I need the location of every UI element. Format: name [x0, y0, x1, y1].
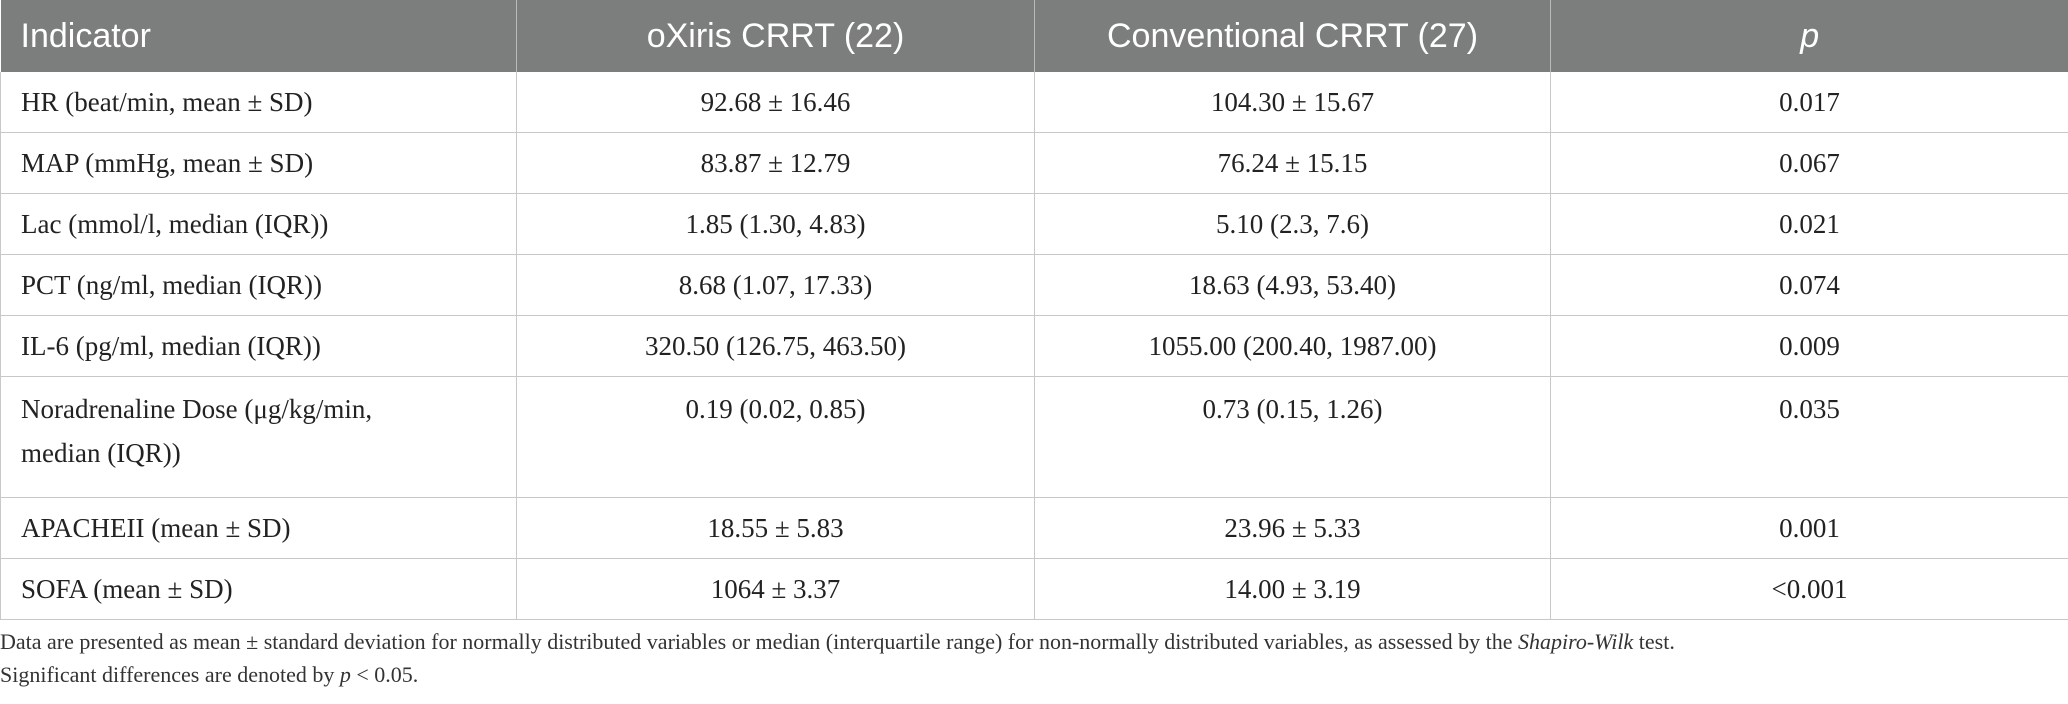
- cell-indicator-line2: median (IQR)): [21, 438, 181, 468]
- table-row: HR (beat/min, mean ± SD) 92.68 ± 16.46 1…: [0, 72, 2068, 133]
- table-row: MAP (mmHg, mean ± SD) 83.87 ± 12.79 76.2…: [0, 132, 2068, 194]
- cell-p: <0.001: [1550, 558, 2068, 620]
- cell-indicator: Lac (mmol/l, median (IQR)): [0, 193, 517, 255]
- cell-p: 0.067: [1550, 132, 2068, 194]
- footnote-text: Significant differences are denoted by: [0, 662, 340, 687]
- footnote-text: < 0.05.: [350, 662, 419, 687]
- footnote-line-2: Significant differences are denoted by p…: [0, 658, 2060, 691]
- table-header: Indicator oXiris CRRT (22) Conventional …: [0, 0, 2068, 72]
- cell-conventional: 18.63 (4.93, 53.40): [1034, 254, 1551, 316]
- cell-conventional: 5.10 (2.3, 7.6): [1034, 193, 1551, 255]
- footnote-text: Data are presented as mean ± standard de…: [0, 629, 1518, 654]
- results-table-container: Indicator oXiris CRRT (22) Conventional …: [0, 0, 2068, 620]
- table-body: HR (beat/min, mean ± SD) 92.68 ± 16.46 1…: [0, 72, 2068, 620]
- cell-p: 0.035: [1550, 376, 2068, 498]
- table-row: IL-6 (pg/ml, median (IQR)) 320.50 (126.7…: [0, 315, 2068, 377]
- cell-indicator: IL-6 (pg/ml, median (IQR)): [0, 315, 517, 377]
- cell-oxiris: 18.55 ± 5.83: [516, 497, 1035, 559]
- footnote-text: test.: [1633, 629, 1675, 654]
- header-oxiris-crrt: oXiris CRRT (22): [516, 0, 1035, 72]
- table-row: APACHEII (mean ± SD) 18.55 ± 5.83 23.96 …: [0, 497, 2068, 559]
- cell-oxiris: 8.68 (1.07, 17.33): [516, 254, 1035, 316]
- table-row: PCT (ng/ml, median (IQR)) 8.68 (1.07, 17…: [0, 254, 2068, 316]
- cell-oxiris: 83.87 ± 12.79: [516, 132, 1035, 194]
- table-footnote: Data are presented as mean ± standard de…: [0, 625, 2060, 691]
- footnote-p-symbol: p: [339, 662, 351, 687]
- cell-conventional: 23.96 ± 5.33: [1034, 497, 1551, 559]
- cell-indicator: HR (beat/min, mean ± SD): [0, 72, 517, 133]
- cell-p: 0.074: [1550, 254, 2068, 316]
- header-p-value: p: [1550, 0, 2068, 72]
- cell-conventional: 1055.00 (200.40, 1987.00): [1034, 315, 1551, 377]
- cell-conventional: 0.73 (0.15, 1.26): [1034, 376, 1551, 498]
- footnote-test-name: Shapiro-Wilk: [1517, 629, 1634, 654]
- cell-indicator: PCT (ng/ml, median (IQR)): [0, 254, 517, 316]
- cell-p: 0.017: [1550, 72, 2068, 133]
- cell-indicator-line1: Noradrenaline Dose (μg/kg/min,: [21, 394, 373, 424]
- table-row: SOFA (mean ± SD) 1064 ± 3.37 14.00 ± 3.1…: [0, 558, 2068, 620]
- cell-p: 0.021: [1550, 193, 2068, 255]
- cell-p: 0.009: [1550, 315, 2068, 377]
- results-table: Indicator oXiris CRRT (22) Conventional …: [0, 0, 2068, 620]
- cell-conventional: 76.24 ± 15.15: [1034, 132, 1551, 194]
- cell-oxiris: 1064 ± 3.37: [516, 558, 1035, 620]
- cell-oxiris: 92.68 ± 16.46: [516, 72, 1035, 133]
- table-row: Noradrenaline Dose (μg/kg/min, median (I…: [0, 376, 2068, 498]
- cell-oxiris: 0.19 (0.02, 0.85): [516, 376, 1035, 498]
- cell-indicator: SOFA (mean ± SD): [0, 558, 517, 620]
- header-conventional-crrt: Conventional CRRT (27): [1034, 0, 1551, 72]
- cell-p: 0.001: [1550, 497, 2068, 559]
- cell-indicator: APACHEII (mean ± SD): [0, 497, 517, 559]
- header-row: Indicator oXiris CRRT (22) Conventional …: [0, 0, 2068, 72]
- cell-conventional: 14.00 ± 3.19: [1034, 558, 1551, 620]
- cell-indicator: MAP (mmHg, mean ± SD): [0, 132, 517, 194]
- header-indicator: Indicator: [0, 0, 517, 72]
- footnote-line-1: Data are presented as mean ± standard de…: [0, 625, 2060, 658]
- cell-oxiris: 320.50 (126.75, 463.50): [516, 315, 1035, 377]
- cell-conventional: 104.30 ± 15.67: [1034, 72, 1551, 133]
- cell-oxiris: 1.85 (1.30, 4.83): [516, 193, 1035, 255]
- table-row: Lac (mmol/l, median (IQR)) 1.85 (1.30, 4…: [0, 193, 2068, 255]
- cell-indicator: Noradrenaline Dose (μg/kg/min, median (I…: [0, 376, 517, 498]
